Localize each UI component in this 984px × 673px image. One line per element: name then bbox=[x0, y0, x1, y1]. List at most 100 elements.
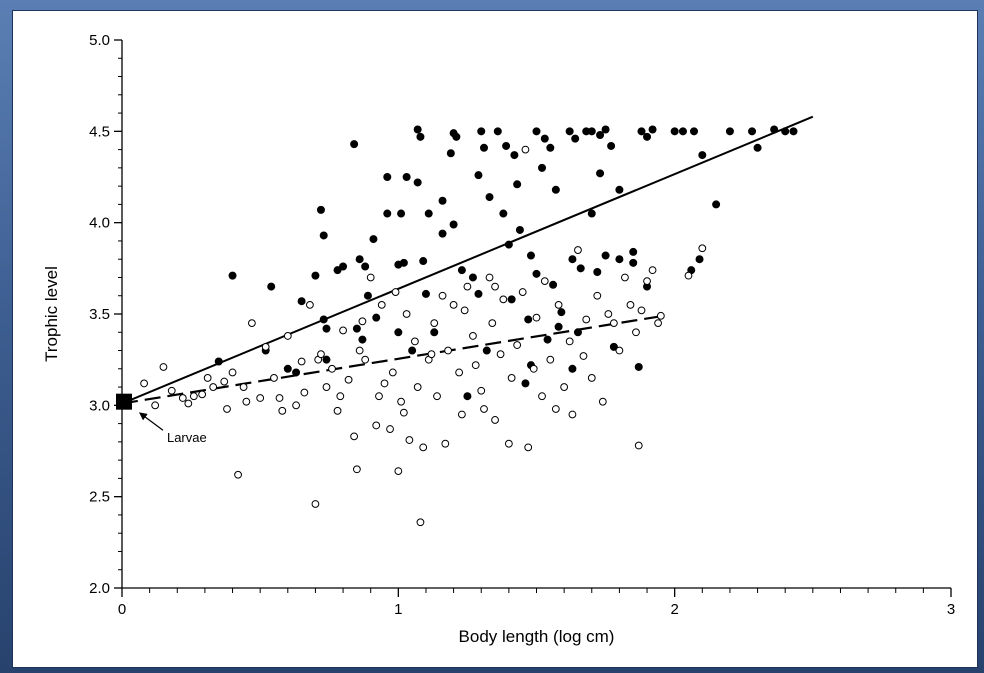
open-data-point bbox=[626, 300, 635, 309]
filled-data-point bbox=[524, 315, 533, 324]
y-tick-label: 4.5 bbox=[89, 123, 110, 140]
x-tick-label: 3 bbox=[947, 601, 955, 618]
open-data-point bbox=[598, 397, 607, 406]
filled-data-point bbox=[319, 315, 328, 324]
open-data-point bbox=[300, 388, 309, 397]
open-data-point bbox=[394, 467, 403, 475]
open-data-point bbox=[311, 500, 320, 508]
filled-data-point bbox=[446, 149, 455, 158]
filled-data-point bbox=[781, 127, 790, 136]
filled-data-point bbox=[557, 308, 566, 317]
open-data-point bbox=[684, 271, 693, 280]
filled-data-point bbox=[413, 178, 422, 187]
filled-data-point bbox=[515, 225, 524, 234]
filled-data-point bbox=[479, 143, 488, 152]
filled-data-point bbox=[449, 220, 458, 229]
filled-data-point bbox=[690, 127, 699, 136]
filled-data-point bbox=[363, 291, 372, 300]
open-data-point bbox=[297, 357, 306, 366]
open-data-point bbox=[391, 288, 400, 296]
open-data-point bbox=[386, 425, 394, 433]
open-data-point bbox=[444, 346, 452, 355]
open-data-point bbox=[471, 361, 480, 370]
filled-data-point bbox=[629, 258, 638, 267]
open-data-point bbox=[355, 346, 364, 355]
open-data-point bbox=[504, 439, 513, 448]
filled-data-point bbox=[316, 205, 325, 214]
filled-data-point bbox=[596, 169, 605, 178]
filled-data-point bbox=[397, 209, 406, 218]
open-data-point bbox=[140, 379, 149, 388]
open-data-point bbox=[579, 352, 588, 360]
open-data-point bbox=[488, 319, 497, 328]
filled-data-point bbox=[292, 368, 301, 377]
open-data-point bbox=[328, 364, 336, 373]
filled-data-point bbox=[538, 163, 547, 172]
filled-data-point bbox=[549, 280, 558, 289]
filled-data-point bbox=[521, 379, 530, 388]
open-data-point bbox=[322, 383, 331, 391]
open-data-point bbox=[499, 295, 508, 304]
open-data-point bbox=[242, 397, 251, 406]
open-data-point bbox=[184, 399, 193, 408]
open-data-point bbox=[463, 282, 472, 291]
filled-data-point bbox=[228, 271, 237, 280]
open-data-point bbox=[151, 401, 160, 410]
open-data-point bbox=[654, 319, 662, 328]
y-tick-label: 3.5 bbox=[89, 306, 110, 323]
open-data-point bbox=[496, 350, 505, 359]
open-data-point bbox=[377, 300, 386, 309]
open-data-point bbox=[433, 392, 441, 401]
open-data-point bbox=[366, 273, 375, 282]
open-data-point bbox=[178, 394, 187, 402]
open-data-point bbox=[388, 368, 397, 377]
open-data-point bbox=[529, 364, 538, 373]
open-data-point bbox=[198, 390, 207, 399]
filled-data-point bbox=[615, 255, 624, 264]
larvae-marker bbox=[116, 393, 132, 410]
data-points bbox=[140, 125, 798, 527]
regression-lines bbox=[121, 115, 814, 405]
open-data-point bbox=[491, 416, 499, 424]
open-data-point bbox=[546, 355, 555, 364]
filled-data-point bbox=[634, 362, 643, 371]
open-data-point bbox=[477, 386, 486, 395]
y-tick-label: 2.5 bbox=[89, 489, 110, 506]
y-tick-label: 3.0 bbox=[89, 397, 110, 414]
filled-data-point bbox=[712, 200, 721, 209]
open-data-point bbox=[604, 310, 613, 318]
filled-data-point bbox=[551, 185, 560, 194]
open-data-point bbox=[698, 244, 707, 253]
y-axis-label: Trophic level bbox=[42, 266, 61, 362]
open-data-point bbox=[455, 368, 464, 377]
open-data-point bbox=[416, 518, 425, 527]
filled-data-point bbox=[609, 342, 618, 351]
open-data-point bbox=[480, 405, 488, 413]
filled-data-point bbox=[474, 289, 483, 298]
open-data-point bbox=[256, 394, 265, 402]
filled-data-point bbox=[725, 127, 734, 136]
filled-data-point bbox=[352, 324, 361, 333]
filled-data-point bbox=[678, 127, 687, 136]
open-data-point bbox=[228, 368, 237, 377]
filled-data-point bbox=[482, 346, 491, 355]
open-data-point bbox=[419, 443, 428, 452]
filled-data-point bbox=[601, 251, 610, 260]
open-data-point bbox=[380, 379, 389, 388]
x-tick-label: 2 bbox=[670, 601, 678, 618]
filled-data-point bbox=[554, 322, 563, 331]
open-data-point bbox=[485, 273, 494, 282]
open-data-point bbox=[405, 436, 414, 444]
open-data-point bbox=[524, 443, 533, 452]
filled-data-point bbox=[593, 267, 602, 276]
filled-data-point bbox=[568, 364, 577, 373]
open-data-point bbox=[189, 392, 198, 401]
filled-data-point bbox=[540, 134, 549, 143]
open-data-point bbox=[632, 328, 640, 337]
filled-data-point bbox=[408, 346, 417, 355]
y-tick-label: 5.0 bbox=[89, 32, 110, 49]
open-data-point bbox=[336, 392, 345, 401]
filled-data-point bbox=[214, 357, 223, 366]
filled-data-point bbox=[333, 266, 342, 275]
open-data-point bbox=[469, 332, 477, 340]
